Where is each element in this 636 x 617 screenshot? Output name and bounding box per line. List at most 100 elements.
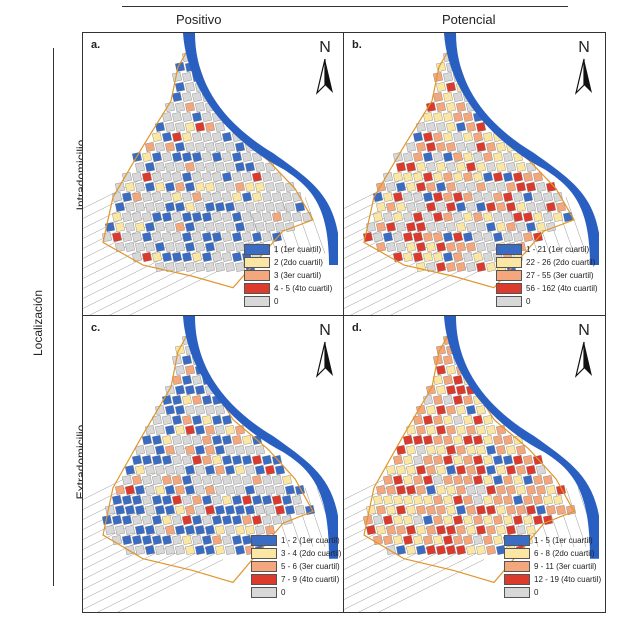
row-group-rule (53, 48, 54, 586)
block-q3 (443, 212, 453, 222)
block-zero (453, 92, 463, 102)
block-q2 (396, 202, 406, 212)
block-q3 (205, 122, 215, 132)
block-q2 (212, 455, 222, 465)
block-zero (142, 495, 152, 505)
block-q4 (466, 162, 476, 172)
block-q3 (376, 505, 386, 515)
block-q2 (486, 425, 496, 435)
block-zero (536, 182, 546, 192)
block-zero (386, 182, 396, 192)
block-q4 (205, 505, 215, 515)
block-zero (242, 475, 252, 485)
block-zero (245, 445, 255, 455)
block-q2 (393, 212, 403, 222)
north-letter: N (319, 322, 331, 339)
block-zero (225, 142, 235, 152)
block-zero (192, 435, 202, 445)
block-q1 (185, 485, 195, 495)
block-zero (503, 212, 513, 222)
block-q1 (165, 485, 175, 495)
block-q1 (463, 232, 473, 242)
block-zero (272, 475, 282, 485)
block-q4 (125, 485, 135, 495)
block-zero (396, 242, 406, 252)
block-q2 (403, 495, 413, 505)
map-canvas (344, 316, 599, 612)
block-q1 (436, 182, 446, 192)
block-q2 (476, 405, 486, 415)
block-zero (202, 475, 212, 485)
block-zero (182, 192, 192, 202)
block-q2 (486, 262, 496, 272)
block-q2 (436, 465, 446, 475)
block-q3 (416, 505, 426, 515)
block-zero (215, 162, 225, 172)
block-q4 (453, 495, 463, 505)
block-q2 (403, 475, 413, 485)
block-q3 (463, 192, 473, 202)
block-q2 (436, 445, 446, 455)
block-q1 (115, 505, 125, 515)
block-zero (473, 232, 483, 242)
block-q4 (476, 465, 486, 475)
block-q1 (456, 122, 466, 132)
north-arrow-icon: N (570, 322, 598, 385)
block-q1 (242, 535, 252, 545)
block-zero (192, 375, 202, 385)
block-q3 (533, 495, 543, 505)
block-zero (172, 355, 182, 365)
block-q1 (155, 242, 165, 252)
block-zero (192, 172, 202, 182)
block-zero (466, 142, 476, 152)
block-q3 (426, 465, 436, 475)
block-q1 (222, 415, 232, 425)
block-q2 (516, 485, 526, 495)
block-q1 (182, 252, 192, 262)
block-zero (225, 182, 235, 192)
legend-item-q4: 7 - 9 (4to cuartil) (251, 573, 341, 586)
block-q1 (162, 252, 172, 262)
block-q1 (232, 535, 242, 545)
block-zero (222, 192, 232, 202)
block-q2 (403, 515, 413, 525)
block-q4 (473, 435, 483, 445)
block-q1 (162, 495, 172, 505)
block-zero (225, 162, 235, 172)
block-q1 (305, 505, 315, 515)
block-q2 (456, 425, 466, 435)
block-zero (423, 212, 433, 222)
block-q1 (165, 505, 175, 515)
block-q3 (473, 132, 483, 142)
block-q1 (142, 535, 152, 545)
block-q3 (463, 535, 473, 545)
block-q4 (383, 515, 393, 525)
block-q3 (426, 525, 436, 535)
block-q3 (506, 182, 516, 192)
block-q3 (235, 182, 245, 192)
block-zero (192, 232, 202, 242)
block-zero (205, 222, 215, 232)
block-q3 (386, 202, 396, 212)
block-zero (272, 192, 282, 202)
block-q1 (205, 242, 215, 252)
block-zero (162, 112, 172, 122)
block-q2 (175, 505, 185, 515)
block-q4 (513, 455, 523, 465)
block-q2 (413, 495, 423, 505)
block-q3 (523, 172, 533, 182)
block-q1 (132, 495, 142, 505)
block-q1 (225, 465, 235, 475)
block-q4 (436, 525, 446, 535)
block-zero (105, 505, 115, 515)
block-q4 (456, 385, 466, 395)
block-q4 (265, 465, 275, 475)
block-q3 (433, 455, 443, 465)
block-q1 (162, 132, 172, 142)
block-q3 (516, 445, 526, 455)
block-zero (165, 545, 175, 555)
block-q2 (403, 455, 413, 465)
block-q2 (443, 92, 453, 102)
block-q1 (175, 142, 185, 152)
block-zero (225, 485, 235, 495)
